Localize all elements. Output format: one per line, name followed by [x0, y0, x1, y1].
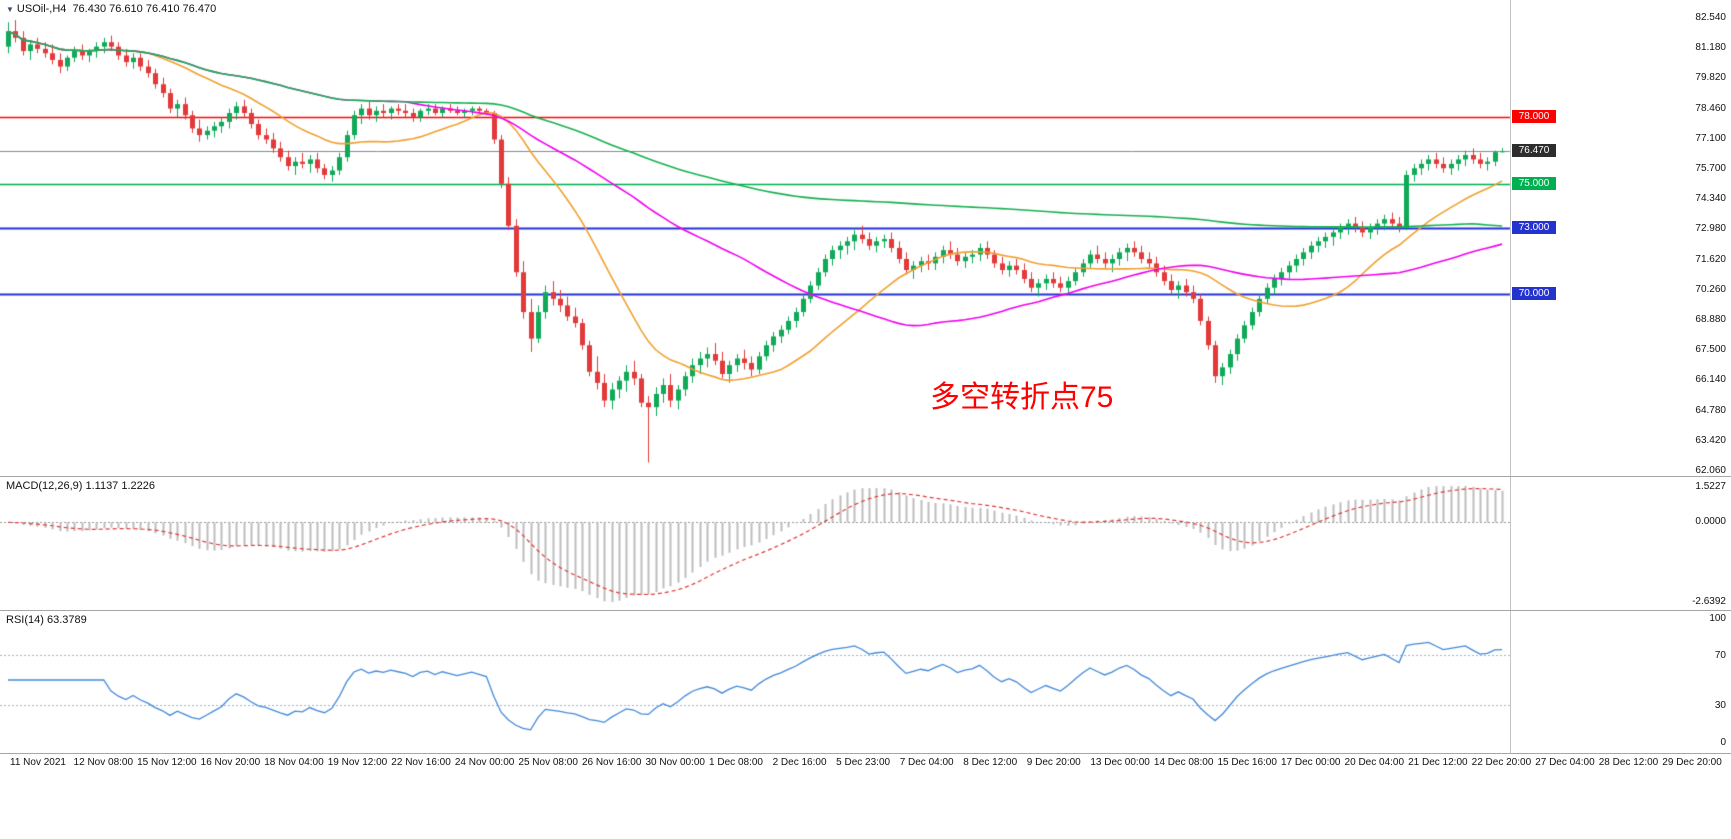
chart-annotation-text[interactable]: 多空转折点75: [930, 381, 1114, 414]
time-axis-label: 19 Nov 12:00: [327, 757, 388, 768]
time-axis-label: 15 Dec 16:00: [1217, 757, 1277, 768]
price-axis-label: 75.700: [1695, 163, 1726, 174]
time-axis-label: 17 Dec 00:00: [1281, 757, 1341, 768]
macd-axis-label: 0.0000: [1695, 516, 1726, 528]
time-axis-label: 25 Nov 08:00: [518, 757, 578, 768]
rsi-axis-label: 30: [1714, 699, 1726, 711]
time-axis-label: 27 Dec 04:00: [1535, 757, 1595, 768]
symbol-timeframe-label: USOil-,H4: [16, 3, 67, 15]
rsi-indicator-label: RSI(14) 63.3789: [6, 614, 87, 626]
rsi-pane-canvas[interactable]: [0, 612, 1512, 753]
chart-title: ▼ USOil-,H4 76.430 76.610 76.410 76.470: [6, 3, 216, 15]
time-axis-label: 2 Dec 16:00: [772, 757, 827, 768]
symbol-dropdown-triangle-icon[interactable]: ▼: [6, 5, 14, 14]
price-axis-label: 77.100: [1695, 132, 1726, 144]
macd-axis-label: -2.6392: [1692, 596, 1726, 607]
bid-price-badge: 76.470: [1512, 144, 1556, 157]
time-axis-label: 30 Nov 00:00: [645, 757, 706, 768]
price-axis-label: 66.140: [1695, 374, 1726, 386]
time-axis-label: 8 Dec 12:00: [963, 757, 1018, 768]
price-axis-label: 74.340: [1695, 193, 1726, 205]
price-axis-label: 64.780: [1695, 404, 1726, 416]
time-axis-label: 24 Nov 00:00: [454, 757, 515, 768]
rsi-axis-label: 70: [1714, 650, 1726, 662]
price-axis-label: 82.540: [1695, 12, 1726, 23]
price-level-badge: 75.000: [1512, 177, 1556, 190]
price-axis-border: [1510, 0, 1511, 753]
rsi-axis-label: 100: [1709, 613, 1726, 624]
pane-separator[interactable]: [0, 476, 1731, 477]
price-axis-label: 63.420: [1695, 434, 1726, 446]
pane-separator[interactable]: [0, 610, 1731, 611]
price-axis-label: 78.460: [1695, 102, 1726, 114]
price-axis-label: 81.180: [1695, 42, 1726, 54]
main-price-pane-canvas[interactable]: [0, 0, 1512, 477]
price-axis-label: 71.620: [1695, 253, 1726, 265]
time-axis-label: 11 Nov 2021: [10, 757, 66, 768]
time-axis-label: 26 Nov 16:00: [581, 757, 642, 768]
time-axis-label: 21 Dec 12:00: [1408, 757, 1468, 768]
time-axis-label: 9 Dec 20:00: [1026, 757, 1081, 768]
macd-indicator-label: MACD(12,26,9) 1.1137 1.2226: [6, 480, 155, 492]
time-axis-label: 12 Nov 08:00: [73, 757, 134, 768]
macd-axis-label: 1.5227: [1695, 481, 1726, 492]
price-axis-label: 62.060: [1695, 465, 1726, 476]
time-axis-label: 15 Nov 12:00: [137, 757, 197, 768]
time-axis-label: 5 Dec 23:00: [836, 757, 891, 768]
time-axis-label: 22 Dec 20:00: [1471, 757, 1532, 768]
time-axis-label: 18 Nov 04:00: [264, 757, 324, 768]
time-axis-label: 14 Dec 08:00: [1153, 757, 1214, 768]
macd-pane-canvas[interactable]: [0, 478, 1512, 610]
time-axis-label: 28 Dec 12:00: [1598, 757, 1659, 768]
price-level-badge: 73.000: [1512, 221, 1556, 234]
price-axis-label: 72.980: [1695, 223, 1726, 235]
price-axis-label: 70.260: [1695, 283, 1726, 295]
price-axis-label: 79.820: [1695, 72, 1726, 84]
price-level-badge: 78.000: [1512, 110, 1556, 123]
time-axis-label: 1 Dec 08:00: [709, 757, 763, 768]
time-axis-label: 7 Dec 04:00: [899, 757, 954, 768]
pane-separator[interactable]: [0, 753, 1731, 754]
time-axis-label: 20 Dec 04:00: [1344, 757, 1405, 768]
time-axis-label: 29 Dec 20:00: [1662, 757, 1722, 768]
price-axis-label: 68.880: [1695, 314, 1726, 325]
price-level-badge: 70.000: [1512, 287, 1556, 300]
time-axis-label: 22 Nov 16:00: [391, 757, 451, 768]
ohlc-readout: 76.430 76.610 76.410 76.470: [72, 3, 217, 15]
rsi-axis-label: 0: [1720, 737, 1726, 748]
time-axis-label: 13 Dec 00:00: [1090, 757, 1150, 768]
time-axis-label: 16 Nov 20:00: [200, 757, 261, 768]
price-axis-label: 67.500: [1695, 344, 1726, 356]
